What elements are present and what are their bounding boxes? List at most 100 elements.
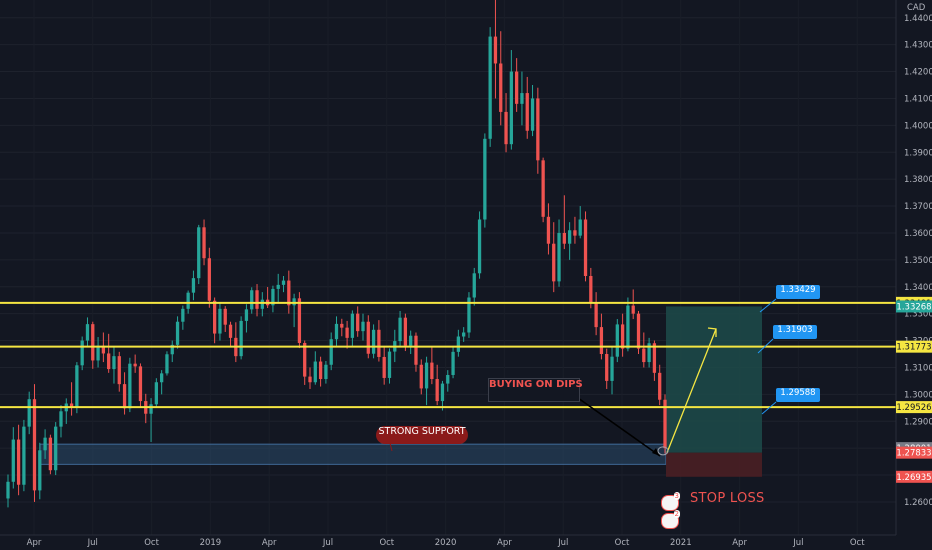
- event-marker-1[interactable]: 3: [661, 492, 680, 511]
- candle-body: [250, 290, 254, 310]
- price-tag-bg: [896, 401, 932, 414]
- candle-body: [345, 327, 349, 338]
- candle-body: [271, 288, 275, 306]
- price-tag-label: 1.29526: [896, 403, 931, 413]
- target-arrow: [666, 328, 717, 453]
- candle-body: [440, 383, 445, 402]
- candle-body: [260, 299, 264, 309]
- candle-body: [244, 309, 249, 321]
- candle-body: [170, 344, 174, 355]
- x-tick-label: Jul: [557, 538, 568, 548]
- candle-body: [578, 219, 582, 236]
- price-tag-label: 1.27833: [896, 449, 931, 459]
- event-count-2: 2: [673, 510, 680, 518]
- candle-body: [122, 384, 127, 409]
- strong-support-label[interactable]: STRONG SUPPORT: [376, 426, 468, 444]
- y-tick-label: 1.26000: [904, 498, 932, 508]
- candle-body: [287, 280, 291, 306]
- candle-body: [398, 317, 402, 342]
- candle-body: [96, 345, 100, 361]
- candle-body: [483, 138, 487, 220]
- x-tick-label: Apr: [27, 538, 42, 548]
- candle-body: [567, 230, 572, 244]
- target-zone: [666, 306, 762, 453]
- y-tick-label: 1.40000: [904, 121, 932, 131]
- callout-1[interactable]: 1.33429: [776, 285, 820, 299]
- zones: [39, 306, 762, 477]
- support-zone: [39, 443, 667, 465]
- candle-body: [16, 439, 21, 485]
- x-tick-label: Jul: [792, 538, 803, 548]
- price-tag-label: 1.33268: [896, 302, 931, 312]
- candle-body: [324, 364, 328, 380]
- candle-body: [377, 329, 381, 357]
- price-tag[interactable]: 1.33268: [896, 300, 932, 313]
- candle-body: [313, 361, 317, 383]
- event-marker-2[interactable]: 2: [661, 510, 680, 529]
- candle-body: [552, 243, 556, 282]
- candle-body: [520, 93, 524, 104]
- candle-body: [91, 324, 95, 361]
- candle-body: [462, 332, 466, 337]
- x-tick-label: Jul: [87, 538, 98, 548]
- price-tag-label: 1.26935: [896, 473, 931, 483]
- buying-on-dips-label[interactable]: BUYING ON DIPS: [488, 378, 583, 402]
- callout-2[interactable]: 1.31903: [773, 325, 817, 339]
- price-tag[interactable]: 1.27833: [896, 446, 932, 459]
- y-tick-label: 1.41000: [904, 94, 932, 104]
- candle-body: [308, 376, 312, 383]
- support-pointer: [389, 442, 393, 452]
- price-tag-bg: [896, 340, 932, 353]
- candle-body: [191, 278, 196, 293]
- candle-body: [546, 216, 551, 244]
- y-tick-label: 1.31000: [904, 363, 932, 373]
- x-axis[interactable]: Apr Jul Oct 2019 Apr Jul Oct 2020 Apr Jul Oct 2021 A…: [0, 534, 896, 548]
- candle-body: [27, 399, 31, 427]
- candle-body: [101, 345, 106, 354]
- candle-body: [658, 372, 662, 400]
- y-tick-label: 1.36000: [904, 229, 932, 239]
- callout-3[interactable]: 1.29588: [776, 388, 820, 402]
- candle-body: [515, 71, 519, 104]
- candle-body: [6, 481, 10, 499]
- candle-body: [382, 356, 386, 378]
- candle-body: [165, 354, 169, 374]
- candle-body: [356, 313, 360, 332]
- candle-body: [477, 219, 482, 274]
- candle-body: [175, 321, 180, 345]
- candle-body: [128, 363, 132, 409]
- candle-body: [403, 317, 408, 346]
- x-tick-label: 2021: [670, 538, 692, 548]
- y-tick-label: 1.43000: [904, 41, 932, 51]
- candle-body: [117, 356, 121, 385]
- levels[interactable]: [0, 301, 896, 409]
- candles: [6, 0, 667, 508]
- candle-body: [562, 232, 566, 244]
- candle-body: [652, 343, 657, 373]
- currency-label: CAD: [907, 3, 926, 13]
- stop-loss-label: STOP LOSS: [690, 491, 765, 506]
- price-tag[interactable]: 1.26935: [896, 470, 932, 483]
- price-tag[interactable]: 1.31773: [896, 340, 932, 353]
- candle-body: [456, 336, 461, 352]
- price-tag-label: 1.31773: [896, 343, 931, 353]
- candle-body: [281, 280, 286, 285]
- candle-body: [631, 305, 635, 314]
- candle-body: [318, 361, 323, 380]
- candle-body: [75, 365, 79, 407]
- y-tick-label: 1.38000: [904, 175, 932, 185]
- candle-body: [620, 324, 625, 349]
- x-tick-label: Oct: [615, 538, 630, 548]
- candle-body: [605, 354, 609, 381]
- dip-pointer: [577, 397, 661, 457]
- candle-body: [451, 351, 455, 375]
- candle-body: [366, 321, 370, 354]
- y-axis[interactable]: 1.44000 1.43000 1.42000 1.41000 1.40000 1.390…: [895, 0, 932, 550]
- candle-body: [202, 227, 206, 259]
- candle-body: [255, 290, 259, 309]
- y-tick-label: 1.44000: [904, 14, 932, 24]
- y-tick-label: 1.37000: [904, 202, 932, 212]
- price-tag[interactable]: 1.29526: [896, 401, 932, 414]
